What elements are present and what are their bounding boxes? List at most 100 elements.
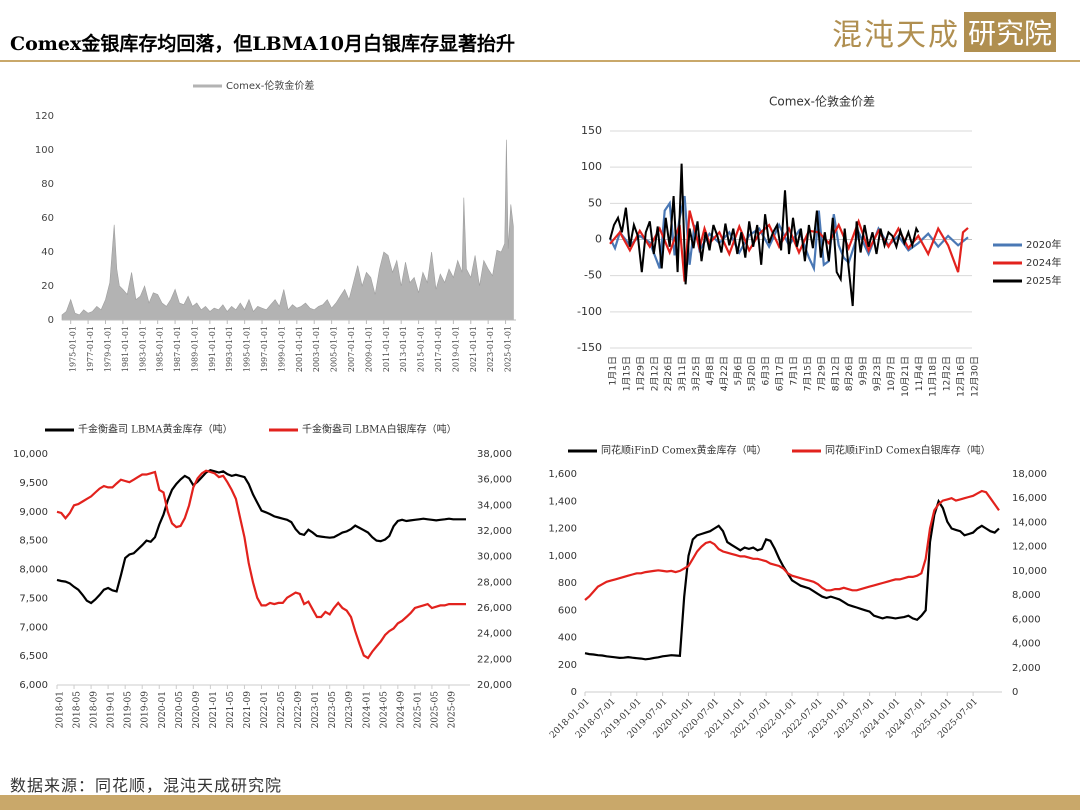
x-tick-label: 2024-01 [362,691,372,728]
y-tick-label: -50 [584,269,602,282]
x-tick-label: 2017-01-01 [434,326,443,372]
x-tick-label: 9月9日 [858,356,869,385]
y-tick-label: 120 [35,111,54,122]
y-tick-label-right: 20,000 [477,680,512,691]
y-tick-label-right: 12,000 [1012,542,1047,553]
x-tick-label: 10月21日 [900,356,911,397]
y-tick-label-right: 36,000 [477,475,512,486]
y-tick-label-right: 10,000 [1012,566,1047,577]
y-tick-label: 100 [35,145,54,156]
y-tick-label-left: 600 [558,605,577,616]
x-tick-label: 2019-09 [141,691,151,729]
x-tick-label: 2023-01 [311,691,321,728]
x-tick-label: 9月23日 [872,356,883,391]
y-tick-label-left: 1,200 [548,524,577,535]
y-tick-label: 0 [48,315,54,326]
y-tick-label: 150 [581,124,602,137]
y-tick-label-right: 34,000 [477,500,512,511]
x-tick-label: 2月26日 [663,356,674,391]
y-tick-label: -150 [577,341,602,354]
x-tick-label: 2019-01 [107,691,117,728]
x-tick-label: 1993-01-01 [225,326,234,372]
x-tick-label: 2025-05 [430,691,440,729]
logo-text: 混沌天成 [831,18,960,53]
y-tick-label-left: 8,500 [19,536,48,547]
x-tick-label: 2023-09 [345,691,355,729]
x-tick-label: 1983-01-01 [138,326,147,372]
x-tick-label: 2001-01-01 [295,326,304,372]
x-tick-label: 7月29日 [816,356,827,391]
x-tick-label: 1977-01-01 [86,326,95,372]
series-line [56,469,466,660]
series-area-spread [61,139,514,321]
x-tick-label: 1987-01-01 [173,326,182,372]
x-tick-label: 12月2日 [942,356,953,391]
chart-title: Comex-伦敦金价差 [769,94,875,109]
x-tick-label: 2025-01-01 [504,326,513,372]
source-note: 数据来源：同花顺，混沌天成研究院 [10,776,283,795]
x-tick-label: 3月11日 [677,356,688,391]
y-tick-label-left: 1,000 [548,551,577,562]
x-tick-label: 7月1日 [789,356,800,385]
series-line [584,498,1000,661]
legend-label: 千金衡盎司 LBMA白银库存（吨） [302,423,457,436]
x-tick-label: 2018-05 [73,691,83,729]
x-tick-label: 1997-01-01 [260,326,269,372]
x-tick-label: 4月8日 [705,356,716,385]
x-tick-label: 1月1日 [608,356,619,385]
legend-label: Comex-伦敦金价差 [226,79,314,92]
y-tick-label: 50 [588,196,602,209]
y-tick-label-right: 38,000 [477,449,512,460]
x-tick-label: 5月6日 [733,356,744,385]
y-tick-label: 100 [581,160,602,173]
x-tick-label: 5月20日 [747,356,758,391]
x-tick-label: 2009-01-01 [364,326,373,372]
y-tick-label-right: 4,000 [1012,639,1041,650]
x-tick-label: 11月18日 [928,356,939,397]
y-tick-label-right: 6,000 [1012,614,1041,625]
x-tick-label: 1985-01-01 [156,326,165,372]
x-tick-label: 2019-05 [124,691,134,729]
y-tick-label-left: 0 [571,687,577,698]
legend-label: 2020年 [1026,238,1061,251]
page-title: Comex金银库存均回落，但LBMA10月白银库存显著抬升 [10,33,515,55]
legend-label: 同花顺iFinD Comex白银库存（吨） [825,444,991,457]
x-tick-label: 2月12日 [649,356,660,391]
x-tick-label: 2025-09 [447,691,457,729]
y-tick-label-left: 9,000 [19,507,48,518]
x-tick-label: 8月26日 [844,356,855,391]
x-tick-label: 1981-01-01 [121,326,130,372]
x-tick-label: 1999-01-01 [277,326,286,372]
y-tick-label-right: 8,000 [1012,590,1041,601]
y-tick-label-left: 6,500 [19,651,48,662]
x-tick-label: 2005-01-01 [330,326,339,372]
y-tick-label-right: 30,000 [477,552,512,563]
x-tick-label: 2019-01-01 [451,326,460,372]
logo-box: 研究院 [963,12,1056,52]
x-tick-label: 2015-01-01 [417,326,426,372]
y-tick-label-right: 14,000 [1012,517,1047,528]
header-divider [0,60,1080,62]
y-tick-label-left: 8,000 [19,565,48,576]
legend-label: 千金衡盎司 LBMA黄金库存（吨） [78,423,233,436]
x-tick-label: 2011-01-01 [382,326,391,372]
x-tick-label: 2020-05 [175,691,185,729]
x-tick-label: 1975-01-01 [69,326,78,372]
x-tick-label: 1991-01-01 [208,326,217,372]
brand-logo: 混沌天成 研究院 [832,10,1056,54]
x-tick-label: 2024-09 [396,691,406,729]
y-tick-label: -100 [577,305,602,318]
y-tick-label-left: 10,000 [13,449,48,460]
x-tick-label: 12月30日 [970,356,981,397]
y-tick-label-right: 26,000 [477,603,512,614]
x-tick-label: 12月16日 [956,356,967,397]
y-tick-label: 40 [41,247,54,258]
y-tick-label-left: 200 [558,660,577,671]
y-tick-label-right: 24,000 [477,629,512,640]
x-tick-label: 2007-01-01 [347,326,356,372]
y-tick-label-right: 2,000 [1012,663,1041,674]
y-tick-label: 60 [41,213,54,224]
x-tick-label: 2021-01 [209,691,219,728]
x-tick-label: 7月15日 [802,356,813,391]
y-tick-label-left: 400 [558,633,577,644]
